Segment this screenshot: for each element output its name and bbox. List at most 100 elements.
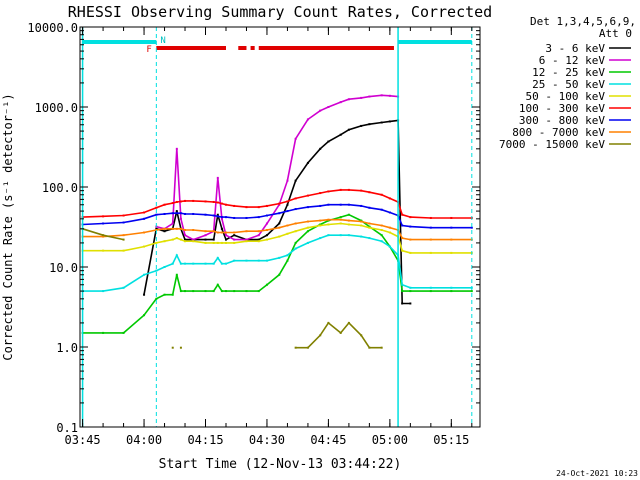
data-point <box>224 234 227 237</box>
data-point <box>306 206 309 209</box>
x-axis-label: Start Time (12-Nov-13 03:44:22) <box>159 457 402 472</box>
data-point <box>306 226 309 229</box>
data-point <box>339 222 342 225</box>
data-point <box>368 123 371 126</box>
axes: 03:45 04:00 04:15 04:30 04:45 05:00 05:15 0.1 1.… <box>27 21 480 447</box>
data-point <box>245 230 248 233</box>
data-point <box>388 120 391 123</box>
data-point <box>327 234 330 237</box>
data-point <box>257 259 260 262</box>
data-point <box>122 214 125 217</box>
data-point <box>339 101 342 104</box>
data-point <box>220 217 223 220</box>
legend-entry-label: 100 - 300 keV <box>519 102 605 115</box>
data-point <box>212 238 215 241</box>
data-point <box>319 219 322 222</box>
data-point <box>429 216 432 219</box>
data-point <box>388 226 391 229</box>
data-point <box>192 240 195 243</box>
data-point <box>220 227 223 230</box>
data-point <box>102 331 105 334</box>
data-point <box>327 106 330 108</box>
data-point <box>319 192 322 195</box>
data-point <box>278 235 281 238</box>
data-point <box>360 220 363 223</box>
data-point <box>360 204 363 207</box>
data-point <box>233 241 236 244</box>
data-point <box>171 222 174 225</box>
data-point <box>179 262 182 265</box>
data-point <box>122 249 125 252</box>
data-point <box>401 290 404 293</box>
data-point <box>204 200 207 203</box>
data-point <box>233 216 236 219</box>
legend-entry-label: 25 - 50 keV <box>532 78 605 91</box>
data-point <box>306 241 309 244</box>
flare-flag-label: F <box>146 45 151 55</box>
data-point <box>163 266 166 268</box>
data-point <box>155 227 158 230</box>
data-point <box>179 217 182 220</box>
data-point <box>204 238 207 241</box>
y-tick-label: 100.0 <box>42 181 78 195</box>
data-point <box>347 219 350 222</box>
data-point <box>122 238 125 241</box>
data-point <box>102 235 105 238</box>
data-point <box>429 226 432 229</box>
data-point <box>339 331 342 334</box>
data-point <box>265 234 268 237</box>
data-point <box>204 241 207 244</box>
data-point <box>368 226 371 229</box>
data-point <box>143 245 146 248</box>
data-point <box>278 212 281 215</box>
data-point <box>220 290 223 293</box>
data-point <box>171 202 174 205</box>
y-tick-label: 10.0 <box>49 261 78 275</box>
chart-title: RHESSI Observing Summary Count Rates, Co… <box>68 3 492 21</box>
data-point <box>171 227 174 230</box>
data-point <box>368 191 371 194</box>
data-point <box>450 290 453 293</box>
data-point <box>401 283 404 286</box>
data-point <box>401 249 404 252</box>
data-point <box>306 220 309 223</box>
data-point <box>294 230 297 233</box>
data-point <box>380 229 383 232</box>
data-point <box>306 161 309 164</box>
data-point <box>175 237 178 240</box>
series-line <box>82 234 472 292</box>
data-point <box>368 237 371 240</box>
flare-flag-bar <box>258 46 394 50</box>
legend-entry-label: 50 - 100 keV <box>526 90 606 103</box>
data-point <box>265 214 268 217</box>
data-point <box>233 234 236 237</box>
data-point <box>360 224 363 227</box>
data-point <box>216 231 219 234</box>
data-point <box>102 234 105 237</box>
data-point <box>179 346 182 349</box>
data-point <box>184 212 187 215</box>
data-point <box>233 204 236 207</box>
data-point <box>409 216 412 219</box>
data-point <box>294 247 297 250</box>
data-point <box>278 222 281 225</box>
data-point <box>339 188 342 191</box>
data-point <box>257 240 260 243</box>
data-point <box>192 199 195 202</box>
x-tick-label: 05:15 <box>433 433 469 447</box>
data-point <box>450 238 453 241</box>
data-point <box>401 224 404 227</box>
data-point <box>216 215 219 218</box>
data-point <box>257 216 260 219</box>
data-point <box>360 189 363 192</box>
data-point <box>360 235 363 238</box>
data-point <box>319 334 322 337</box>
data-point <box>175 210 178 213</box>
x-tick-label: 04:00 <box>126 433 162 447</box>
data-point <box>265 222 268 225</box>
night-flag-label: N <box>160 36 165 46</box>
data-point <box>470 226 473 229</box>
data-point <box>245 238 248 241</box>
data-point <box>319 223 322 226</box>
data-point <box>368 346 371 349</box>
